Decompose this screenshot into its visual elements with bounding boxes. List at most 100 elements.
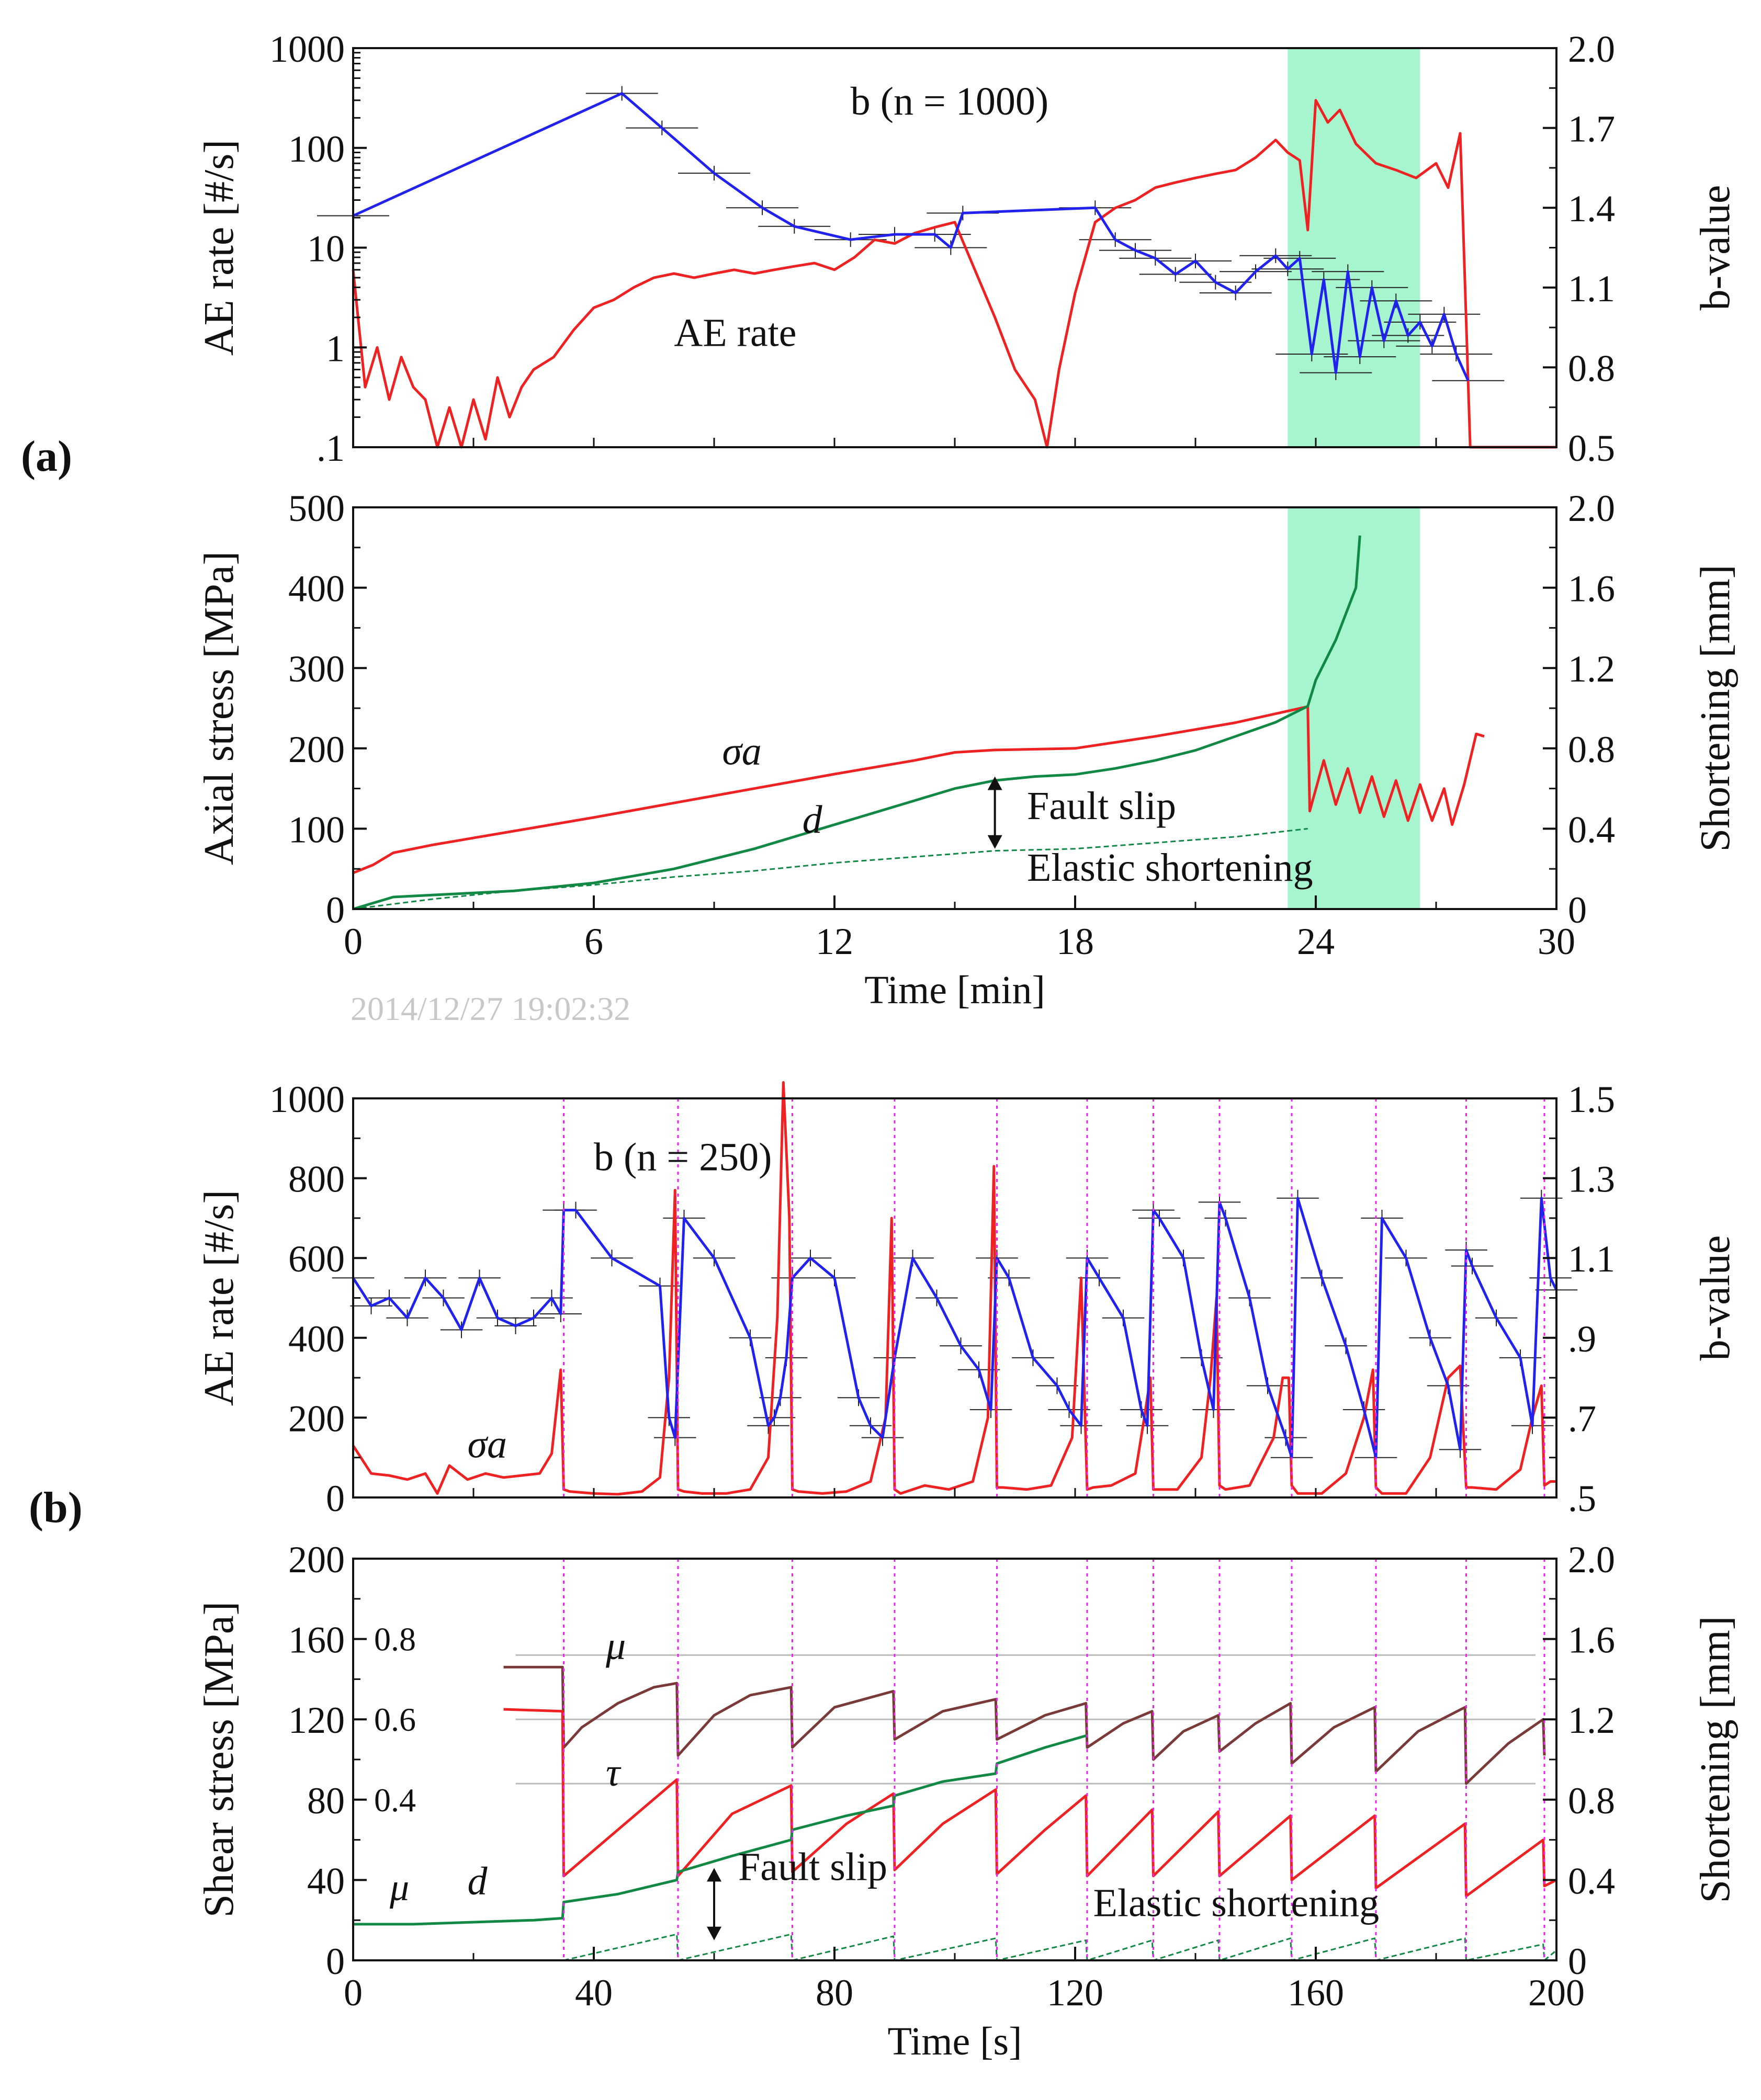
b1-ytick-right-label: 1.5 bbox=[1568, 1079, 1615, 1120]
a2-ytick-left-label: 100 bbox=[288, 809, 345, 850]
b2-ytick-right-label: 1.6 bbox=[1568, 1619, 1615, 1661]
b2-x-axis-label: Time [s] bbox=[888, 2019, 1022, 2063]
a1-y-axis-right-label: b-value bbox=[1692, 185, 1739, 311]
b2-annotation-1: τ bbox=[606, 1751, 622, 1795]
b2-series-2 bbox=[353, 1734, 1088, 1926]
b2-mu-tick-label: 0.6 bbox=[374, 1701, 416, 1738]
a2-ytick-left-label: 500 bbox=[288, 487, 345, 529]
b1-ytick-right-label: 1.1 bbox=[1568, 1238, 1615, 1280]
b2-y-axis-left-label: Shear stress [MPa] bbox=[196, 1602, 242, 1917]
a2-xtick-label: 18 bbox=[1056, 921, 1094, 962]
b2-ytick-left-label: 40 bbox=[307, 1860, 345, 1902]
a2-ytick-right-label: 1.6 bbox=[1568, 568, 1615, 610]
a1-ytick-right-label: 1.7 bbox=[1568, 108, 1615, 150]
a2-annotation-3: Elastic shortening bbox=[1027, 846, 1313, 890]
a2-fault-slip-arrowhead bbox=[987, 776, 1002, 790]
a1-annotation-1: AE rate bbox=[674, 311, 796, 355]
b2-xtick-label: 80 bbox=[816, 1972, 853, 2014]
a1-ytick-right-label: 0.8 bbox=[1568, 347, 1615, 389]
a2-y-axis-right-label: Shortening [mm] bbox=[1692, 565, 1739, 852]
b1-ytick-left-label: 1000 bbox=[269, 1079, 345, 1120]
b2-ytick-right-label: 0 bbox=[1568, 1940, 1587, 1982]
a1-ytick-left-label: 10 bbox=[307, 228, 345, 270]
a1-annotation-0: b (n = 1000) bbox=[851, 80, 1048, 123]
panel-a-axial-stress-chart: 0 100 200 300 400 500 0 0.4 0.8 1.2 1.6 2.0 0 6 12 18 24… bbox=[196, 487, 1739, 1012]
a2-xtick-label: 6 bbox=[584, 921, 603, 962]
b2-mu-tick-label: 0.4 bbox=[374, 1781, 416, 1819]
b2-ytick-left-label: 120 bbox=[288, 1699, 345, 1741]
b2-series-1 bbox=[503, 1708, 1557, 1898]
a1-y-axis-left-label: AE rate [#/s] bbox=[196, 140, 242, 356]
b2-mu-axis-label: μ bbox=[389, 1866, 409, 1909]
a1-series-0 bbox=[352, 99, 1556, 449]
panel-b-shear-stress-chart: 0.40.60.8μ0408012016020000.40.81.21.62.0… bbox=[196, 1539, 1739, 2063]
a2-annotation-1: d bbox=[803, 798, 823, 842]
b2-ytick-left-label: 0 bbox=[326, 1940, 345, 1982]
a2-ytick-right-label: 1.2 bbox=[1568, 648, 1615, 690]
b1-annotation-1: σa bbox=[468, 1423, 507, 1467]
a2-xtick-label: 12 bbox=[816, 921, 853, 962]
a2-ytick-right-label: 0.8 bbox=[1568, 729, 1615, 770]
b1-ytick-left-label: 400 bbox=[288, 1318, 345, 1360]
a2-xtick-label: 0 bbox=[344, 921, 363, 962]
b1-ytick-right-label: .5 bbox=[1568, 1478, 1596, 1519]
b1-series-1 bbox=[352, 1197, 1558, 1459]
panel-a-ae-rate-chart: .1 1 10 100 1000 0.5 0.8 1.1 1.4 1.7 2.0 AE rate [#… bbox=[196, 28, 1739, 469]
a2-ytick-right-label: 2.0 bbox=[1568, 487, 1615, 529]
a2-x-axis-label: Time [min] bbox=[864, 968, 1045, 1012]
b2-mu-tick-label: 0.8 bbox=[374, 1621, 416, 1658]
b2-ytick-right-label: 0.8 bbox=[1568, 1780, 1615, 1822]
panel-b-ae-rate-chart: 0 200 400 600 800 1000 .5 .7 .9 1.1 1.3 1.5 AE rate … bbox=[196, 1079, 1739, 1519]
b2-annotation-3: Fault slip bbox=[738, 1845, 887, 1889]
a2-ytick-left-label: 200 bbox=[288, 729, 345, 770]
b2-ytick-right-label: 2.0 bbox=[1568, 1539, 1615, 1581]
b2-annotation-4: Elastic shortening bbox=[1093, 1881, 1380, 1925]
a1-ytick-left-label: 1000 bbox=[269, 28, 345, 70]
a1-instability-highlight bbox=[1288, 48, 1420, 447]
a2-ytick-right-label: 0 bbox=[1568, 889, 1587, 931]
b1-ytick-left-label: 200 bbox=[288, 1398, 345, 1439]
a2-y-axis-left-label: Axial stress [MPa] bbox=[196, 551, 242, 865]
b1-ytick-left-label: 0 bbox=[326, 1478, 345, 1519]
b2-xtick-label: 200 bbox=[1528, 1972, 1585, 2014]
panel-a-label: (a) bbox=[21, 432, 72, 481]
b1-ytick-left-label: 600 bbox=[288, 1238, 345, 1280]
a2-ytick-left-label: 400 bbox=[288, 568, 345, 610]
a2-ytick-left-label: 0 bbox=[326, 889, 345, 931]
a2-ytick-right-label: 0.4 bbox=[1568, 809, 1615, 850]
a2-series-0 bbox=[353, 705, 1485, 875]
b2-ytick-left-label: 80 bbox=[307, 1780, 345, 1822]
a2-series-1 bbox=[353, 535, 1361, 911]
b2-series-3 bbox=[563, 1933, 1557, 1961]
b2-xtick-label: 40 bbox=[575, 1972, 613, 2014]
a1-ytick-right-label: 0.5 bbox=[1568, 427, 1615, 469]
a2-annotation-0: σa bbox=[722, 730, 761, 774]
a1-ytick-left-label: .1 bbox=[317, 427, 345, 469]
a2-fault-slip-arrowhead bbox=[987, 835, 1002, 849]
a1-ytick-left-label: 1 bbox=[326, 327, 345, 369]
a2-xtick-label: 30 bbox=[1538, 921, 1575, 962]
b1-y-axis-left-label: AE rate [#/s] bbox=[196, 1190, 242, 1406]
a1-series-1 bbox=[352, 92, 1470, 381]
a1-ytick-left-label: 100 bbox=[288, 128, 345, 170]
b1-ytick-left-label: 800 bbox=[288, 1159, 345, 1200]
b2-xtick-label: 120 bbox=[1047, 1972, 1103, 2014]
a1-ytick-right-label: 1.4 bbox=[1568, 188, 1615, 230]
b2-xtick-label: 0 bbox=[344, 1972, 363, 2014]
a1-ytick-right-label: 1.1 bbox=[1568, 268, 1615, 310]
b1-y-axis-right-label: b-value bbox=[1692, 1235, 1739, 1361]
a2-instability-highlight bbox=[1288, 507, 1420, 909]
a2-xtick-label: 24 bbox=[1297, 921, 1335, 962]
a2-annotation-2: Fault slip bbox=[1027, 784, 1176, 828]
b1-annotation-0: b (n = 250) bbox=[594, 1135, 772, 1179]
b1-ytick-right-label: .7 bbox=[1568, 1398, 1596, 1439]
b1-ytick-right-label: 1.3 bbox=[1568, 1159, 1615, 1200]
b2-ytick-right-label: 0.4 bbox=[1568, 1860, 1615, 1902]
timestamp-watermark: 2014/12/27 19:02:32 bbox=[351, 990, 630, 1027]
b2-annotation-2: d bbox=[468, 1859, 488, 1903]
b2-series-0 bbox=[503, 1665, 1546, 1785]
b2-ytick-right-label: 1.2 bbox=[1568, 1699, 1615, 1741]
b2-xtick-label: 160 bbox=[1288, 1972, 1344, 2014]
b2-annotation-0: μ bbox=[605, 1624, 626, 1668]
